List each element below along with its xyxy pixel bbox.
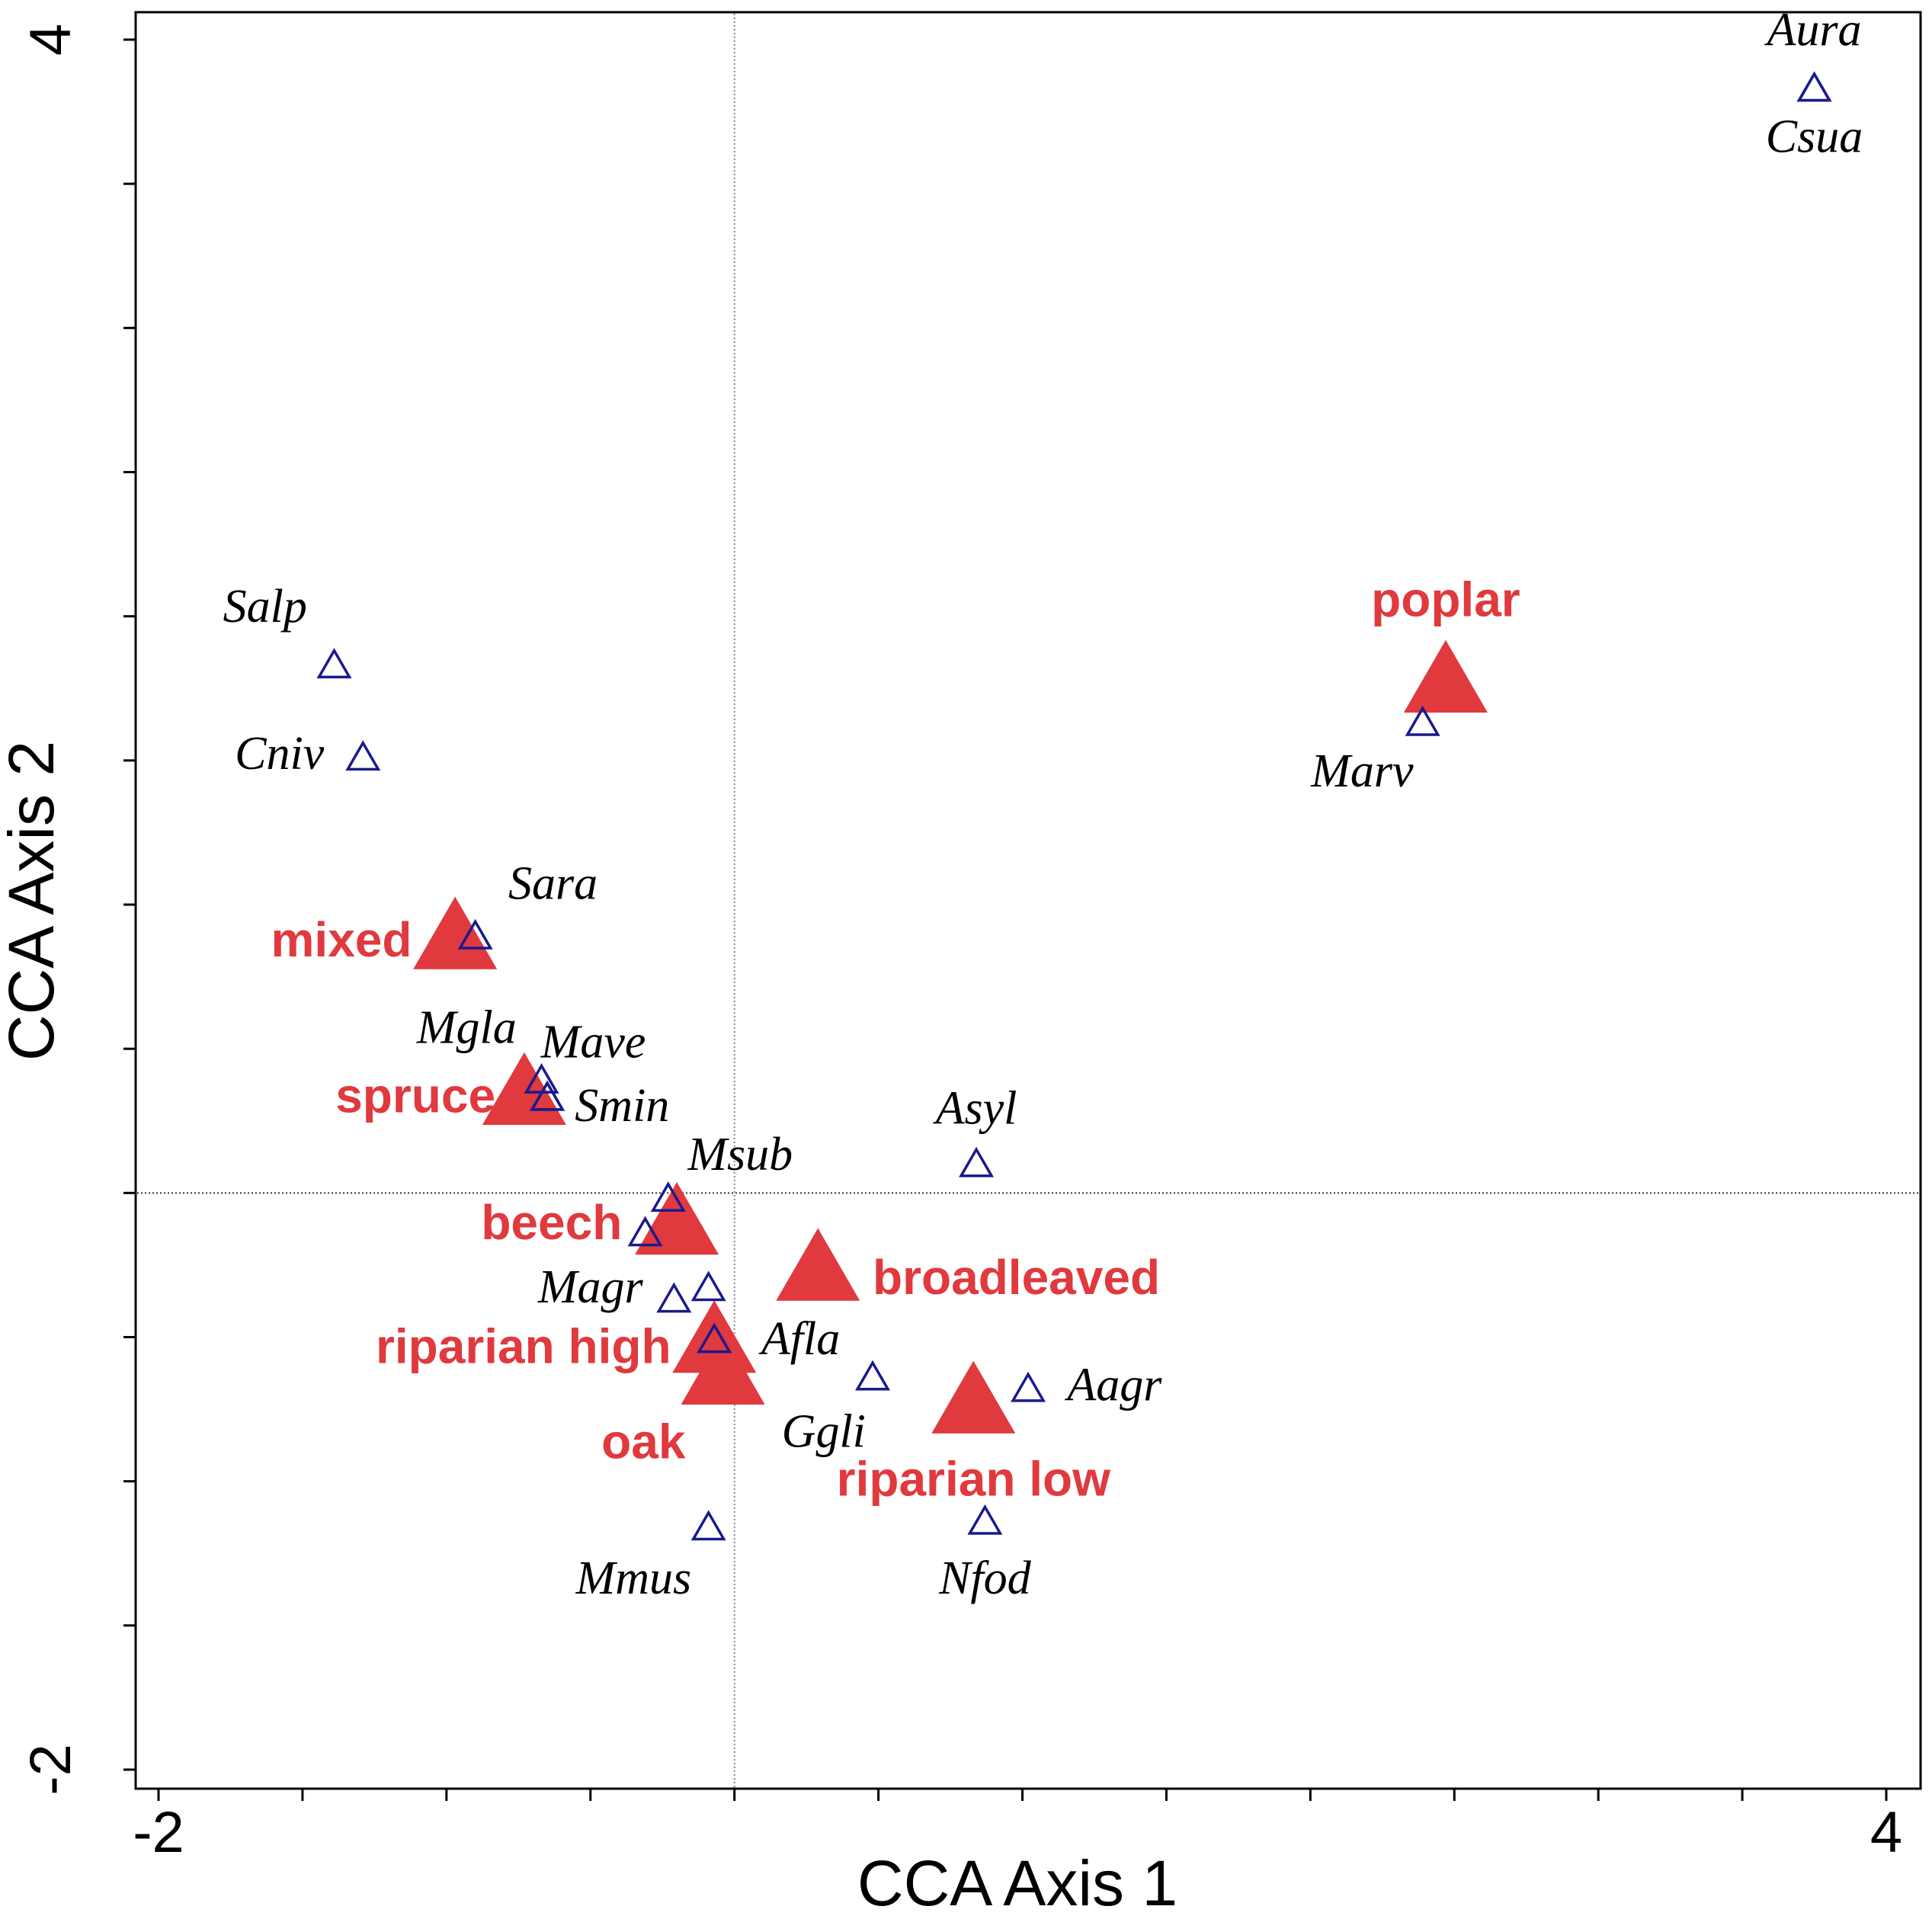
species-marker-Sara <box>457 918 493 950</box>
species-label-Ggli: Ggli <box>782 1405 866 1457</box>
species-label-Aura: Aura <box>1764 5 1862 56</box>
species-marker-Ggli <box>854 1360 891 1391</box>
habitat-marker-spruce <box>482 1052 566 1126</box>
x-tick-label-max: 4 <box>1870 1800 1902 1865</box>
species-label-Smin: Smin <box>575 1080 669 1132</box>
species-marker-Msub <box>650 1181 686 1212</box>
species-label-Msub: Msub <box>687 1129 793 1181</box>
y-axis-title: CCA Axis 2 <box>0 741 67 1061</box>
species-label-Mave: Mave <box>540 1017 646 1068</box>
species-marker-Mmus <box>690 1510 726 1541</box>
species-label-Csua: Csua <box>1766 111 1863 163</box>
habitat-label-spruce: spruce <box>335 1068 495 1123</box>
species-marker-Magr <box>656 1282 692 1313</box>
species-marker-Cniv <box>345 740 381 771</box>
species-label-Mgla: Mgla <box>416 1002 517 1054</box>
species-label-Cniv: Cniv <box>235 728 325 780</box>
species-marker-Asyl <box>959 1146 995 1177</box>
species-marker-Aura <box>1796 71 1832 102</box>
axes: -2 4 4 -2 <box>18 24 1902 1865</box>
species-marker-Aagr <box>1011 1371 1046 1402</box>
y-tick-label-min: -2 <box>18 1744 83 1796</box>
habitat-label-riparian-low: riparian low <box>837 1452 1110 1507</box>
species-marker-Csua <box>1796 71 1832 102</box>
habitat-marker-mixed <box>413 896 498 969</box>
species-marker-Marv <box>1405 705 1440 736</box>
habitat-label-broadleaved: broadleaved <box>873 1250 1160 1305</box>
point-labels: poplar mixed spruce beech broadleaved riparia… <box>223 5 1863 1605</box>
species-label-Salp: Salp <box>223 581 307 633</box>
habitat-markers <box>413 639 1488 1434</box>
habitat-label-oak: oak <box>601 1414 686 1469</box>
habitat-marker-oak <box>681 1331 765 1405</box>
habitat-label-riparian-high: riparian high <box>376 1319 671 1374</box>
species-marker-Smin <box>530 1080 566 1111</box>
x-axis-title: CCA Axis 1 <box>857 1847 1177 1919</box>
habitat-marker-riparian-low <box>931 1360 1016 1434</box>
habitat-label-beech: beech <box>481 1195 622 1250</box>
species-marker-Msub <box>627 1216 663 1247</box>
species-marker-Afla <box>697 1322 732 1354</box>
species-marker-Nfod <box>967 1504 1003 1535</box>
species-label-Nfod: Nfod <box>938 1552 1032 1604</box>
habitat-label-mixed: mixed <box>271 912 412 967</box>
species-marker-Salp <box>316 648 352 679</box>
y-tick-label-max: 4 <box>18 24 83 56</box>
habitat-label-poplar: poplar <box>1371 572 1520 627</box>
species-label-Afla: Afla <box>758 1313 840 1365</box>
reference-lines <box>137 14 1919 1787</box>
species-label-Magr: Magr <box>537 1261 644 1313</box>
species-label-Sara: Sara <box>508 857 598 909</box>
plot-frame <box>134 11 1922 1790</box>
species-label-Marv: Marv <box>1310 745 1414 797</box>
x-tick-label-min: -2 <box>133 1800 184 1865</box>
species-markers <box>316 71 1832 1541</box>
habitat-marker-broadleaved <box>776 1228 860 1301</box>
species-label-Mmus: Mmus <box>575 1552 692 1604</box>
species-label-Asyl: Asyl <box>933 1083 1017 1135</box>
habitat-marker-poplar <box>1403 639 1488 713</box>
species-label-Aagr: Aagr <box>1064 1360 1162 1411</box>
species-marker-Magr <box>690 1270 726 1302</box>
